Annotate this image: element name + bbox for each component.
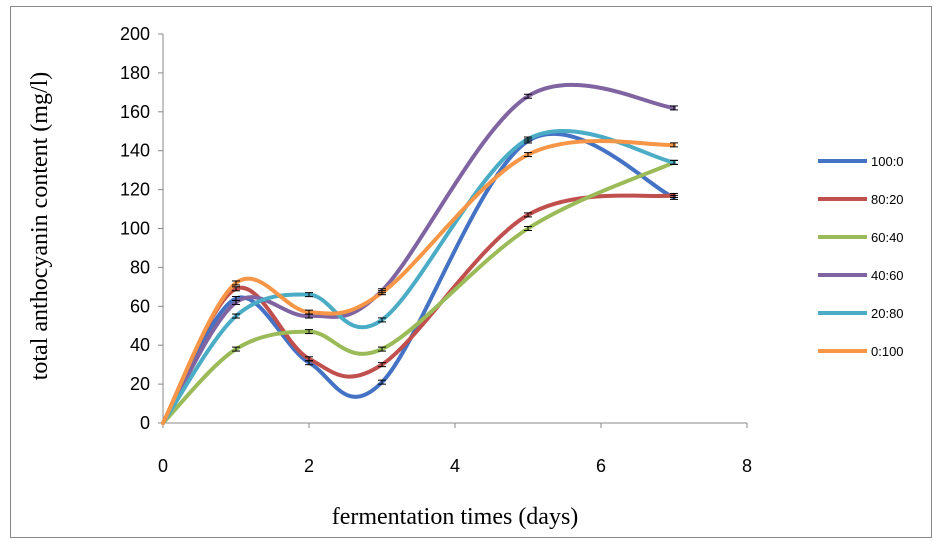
y-tick-label: 180 xyxy=(120,63,150,83)
x-axis-title: fermentation times (days) xyxy=(332,504,579,530)
error-bar xyxy=(670,159,678,165)
y-tick-label: 200 xyxy=(120,24,150,44)
series-line-60-40 xyxy=(161,160,676,425)
x-tick-label: 2 xyxy=(304,456,314,476)
legend-label: 0:100 xyxy=(871,344,904,359)
legend-item: 40:60 xyxy=(818,268,904,283)
error-bar xyxy=(378,362,386,368)
y-tick-label: 120 xyxy=(120,180,150,200)
series-line-100-0 xyxy=(161,131,676,425)
y-tick-label: 20 xyxy=(130,374,150,394)
error-bar xyxy=(232,286,240,292)
y-tick-label: 80 xyxy=(130,257,150,277)
series-line-20-80 xyxy=(161,128,676,425)
y-tick-label: 60 xyxy=(130,296,150,316)
y-tick-label: 100 xyxy=(120,219,150,239)
error-bar xyxy=(305,292,313,298)
error-bar xyxy=(524,136,532,142)
series-line-40-60 xyxy=(161,83,676,425)
x-tick-label: 0 xyxy=(158,456,168,476)
series-line-80-20 xyxy=(161,193,676,425)
x-tick-label: 6 xyxy=(596,456,606,476)
error-bar xyxy=(670,105,678,111)
error-bar xyxy=(305,309,313,315)
error-bar xyxy=(524,93,532,99)
error-bar xyxy=(232,313,240,319)
axes xyxy=(158,33,748,428)
tick-labels: 0 20 40 60 80 100 120 140 160 180 200 0 2 4 6 8 xyxy=(120,24,752,476)
y-tick-label: 40 xyxy=(130,335,150,355)
chart-frame xyxy=(10,6,932,538)
legend-label: 100:0 xyxy=(871,154,904,169)
error-bar xyxy=(378,379,386,385)
error-bars xyxy=(232,93,678,385)
series-layer xyxy=(161,83,676,425)
y-tick-label: 140 xyxy=(120,141,150,161)
error-bar xyxy=(378,346,386,352)
x-tick-label: 8 xyxy=(742,456,752,476)
legend-label: 80:20 xyxy=(871,192,904,207)
legend-label: 60:40 xyxy=(871,230,904,245)
error-bar xyxy=(378,290,386,296)
error-bar xyxy=(670,192,678,198)
y-tick-label: 0 xyxy=(140,413,150,433)
x-tick-label: 4 xyxy=(450,456,460,476)
legend-label: 20:80 xyxy=(871,306,904,321)
series-line-0-100 xyxy=(161,138,676,425)
error-bar xyxy=(232,280,240,286)
error-bar xyxy=(670,142,678,148)
legend-item: 20:80 xyxy=(818,306,904,321)
legend-item: 80:20 xyxy=(818,192,904,207)
error-bar xyxy=(378,317,386,323)
legend-item: 60:40 xyxy=(818,230,904,245)
error-bar xyxy=(232,346,240,352)
legend-item: 0:100 xyxy=(818,344,904,359)
legend: 100:0 80:20 60:40 40:60 20:80 0:100 xyxy=(818,154,904,359)
error-bar xyxy=(232,299,240,305)
legend-label: 40:60 xyxy=(871,268,904,283)
error-bar xyxy=(524,152,532,158)
error-bar xyxy=(305,356,313,362)
legend-item: 100:0 xyxy=(818,154,904,169)
error-bar xyxy=(305,329,313,335)
y-axis-title: total anthocyanin content (mg/l) xyxy=(27,72,53,381)
error-bar xyxy=(524,212,532,218)
error-bar xyxy=(524,226,532,231)
y-tick-label: 160 xyxy=(120,102,150,122)
